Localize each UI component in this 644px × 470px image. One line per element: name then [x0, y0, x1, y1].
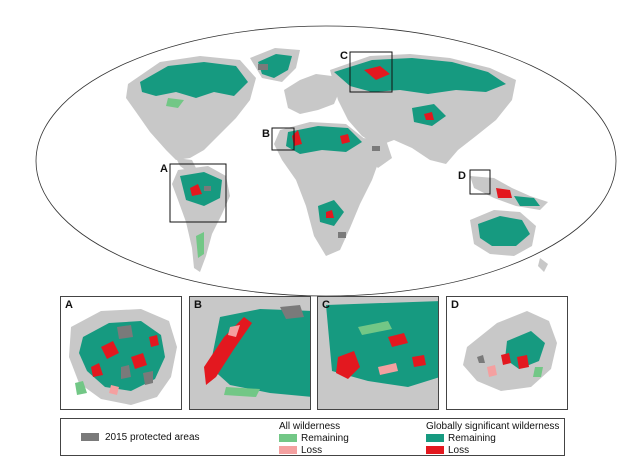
inset-panel-d: D [446, 296, 568, 410]
inset-box-b [271, 127, 295, 151]
inset-label: C [322, 299, 330, 311]
map-label-b: B [262, 128, 270, 140]
legend-all-title: All wilderness [279, 421, 341, 432]
legend-protected-swatch [81, 433, 99, 441]
landmass-new-zealand [538, 258, 548, 272]
legend-global-remaining-swatch [426, 434, 444, 442]
wilderness-greenland [258, 54, 292, 78]
loss-congo [326, 210, 334, 218]
legend-all-remaining-swatch [279, 434, 297, 442]
inset-panel-b: B [189, 296, 311, 410]
wilderness-sahara [286, 126, 362, 154]
legend-protected-label: 2015 protected areas [105, 432, 200, 443]
inset-map-c [318, 297, 438, 409]
wilderness-andes [196, 232, 204, 258]
wilderness-new-guinea [514, 196, 540, 206]
inset-panel-c: C [317, 296, 439, 410]
map-label-d: D [458, 170, 466, 182]
loss-sahara-east [340, 134, 350, 144]
loss-amazon [190, 184, 202, 196]
inset-map-a [69, 309, 177, 405]
world-map [35, 25, 617, 297]
map-label-a: A [160, 163, 168, 175]
legend-global-loss-swatch [426, 446, 444, 454]
legend-all-remaining-label: Remaining [301, 433, 349, 444]
legend-global-remaining-label: Remaining [448, 433, 496, 444]
wilderness-north-america-all [166, 98, 184, 108]
protected-area [372, 146, 380, 151]
landmass-arabia [362, 138, 392, 168]
inset-label: B [194, 299, 202, 311]
landmass-europe [284, 74, 340, 114]
inset-map-b [190, 297, 310, 409]
legend-global-loss-label: Loss [448, 445, 470, 456]
protected-area [204, 186, 211, 191]
wilderness-amazon [180, 172, 222, 206]
legend-all-loss-swatch [279, 446, 297, 454]
wilderness-north-america [140, 62, 248, 98]
protected-area [338, 232, 346, 238]
landmass-africa [274, 122, 380, 256]
inset-panel-a: A [60, 296, 182, 410]
wilderness-australia [478, 216, 530, 246]
inset-box-a [169, 163, 227, 223]
inset-label: A [65, 299, 73, 311]
inset-label: D [451, 299, 459, 311]
inset-map-d [463, 311, 557, 391]
legend-all-loss-label: Loss [301, 445, 323, 456]
inset-box-c [349, 51, 393, 93]
legend-global-title: Globally significant wilderness [426, 421, 560, 432]
protected-area [258, 64, 268, 70]
inset-box-d [469, 169, 491, 195]
loss-se-asia [496, 188, 512, 198]
map-label-c: C [340, 50, 348, 62]
legend: 2015 protected areas All wilderness Rema… [60, 418, 565, 456]
loss-siberia [364, 66, 390, 80]
loss-central-asia [424, 112, 434, 120]
